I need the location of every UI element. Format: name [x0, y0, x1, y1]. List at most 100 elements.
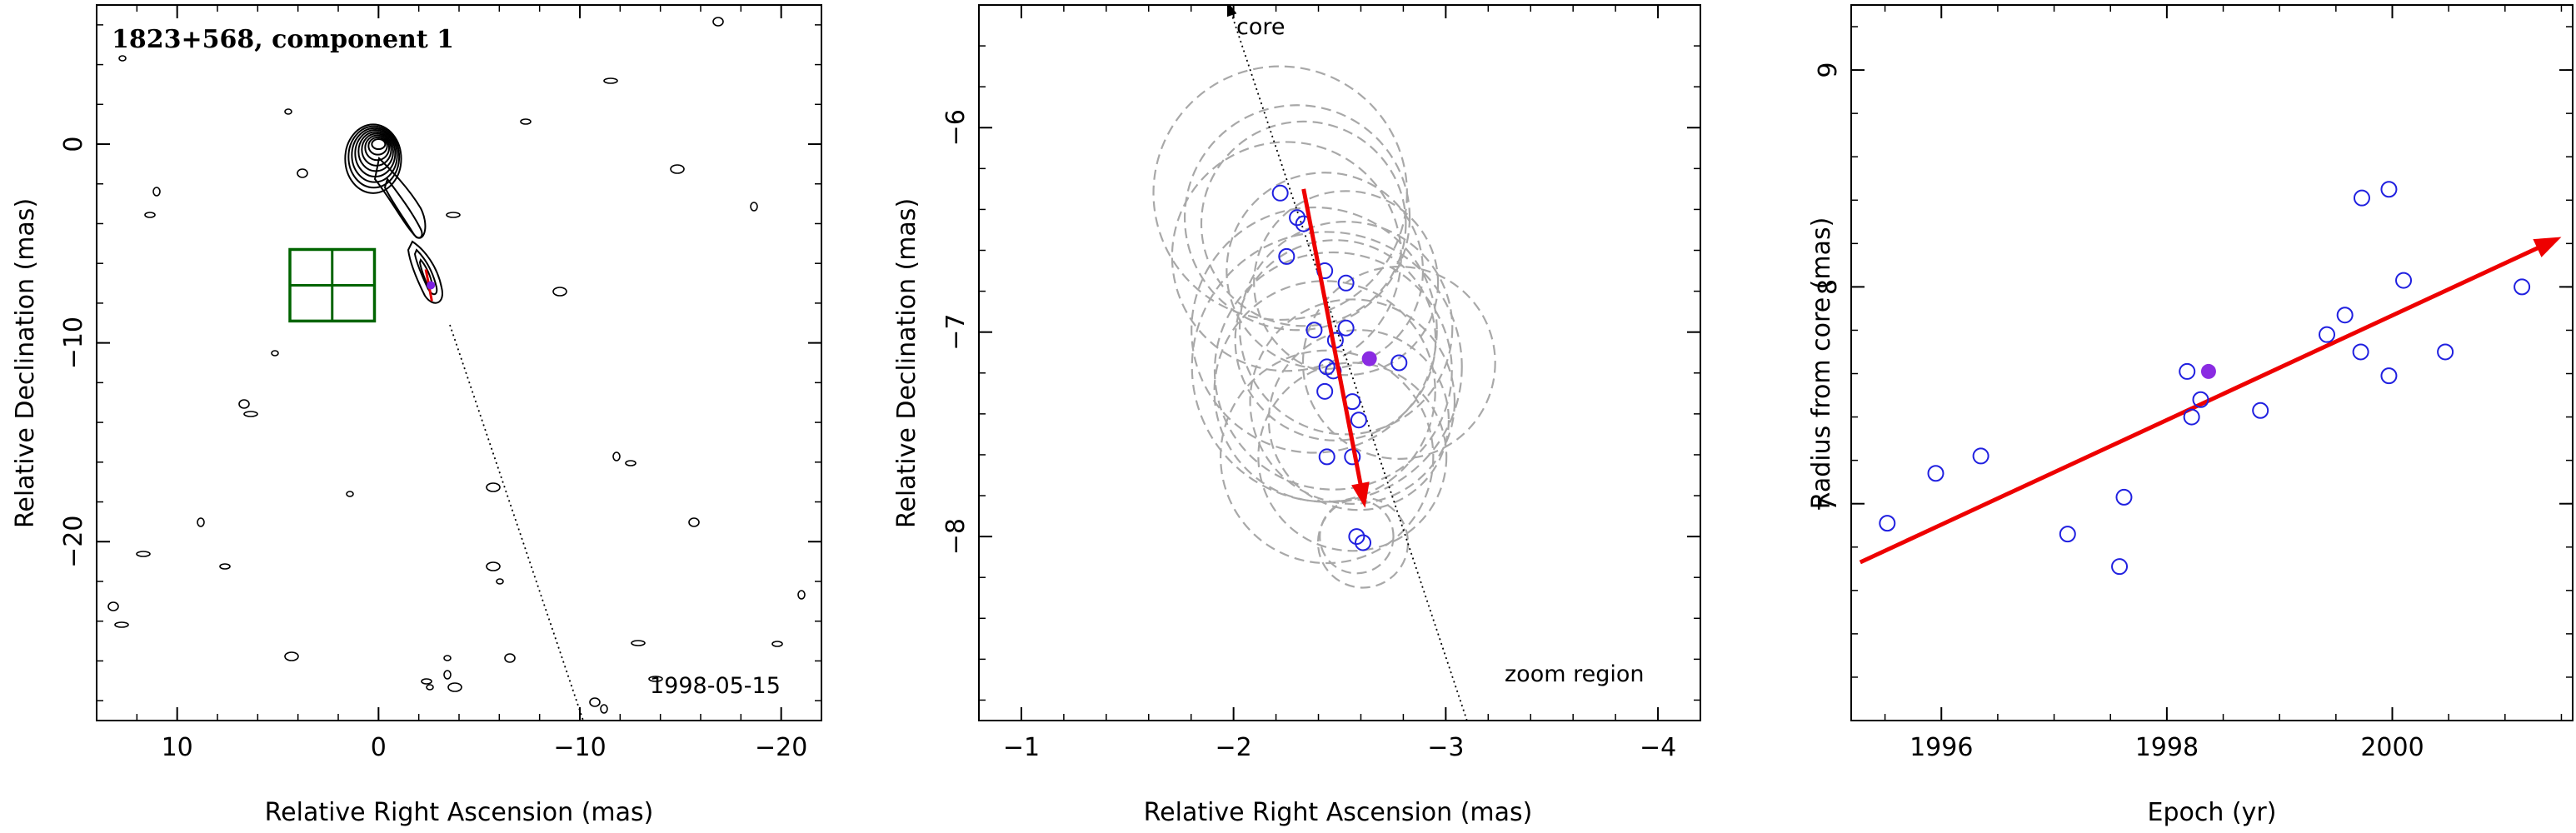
error-circle: [1152, 65, 1408, 322]
radius-point: [2336, 307, 2354, 324]
position-point: [1355, 534, 1372, 551]
map-y-tick-label: 0: [59, 136, 88, 152]
panel-zoom: −1 −2 −3 −4 −6 −7 −8 core zoom region Relative…: [892, 4, 1701, 827]
position-point: [1318, 448, 1335, 466]
position-point: [1278, 247, 1295, 265]
radius-point: [2059, 526, 2076, 543]
radius-point: [2252, 402, 2269, 419]
noise-contour: [631, 640, 646, 646]
mean-position-point: [1361, 351, 1377, 367]
noise-contour: [271, 350, 279, 357]
map-y-tick-label: −10: [59, 317, 88, 369]
noise-contour: [504, 653, 516, 663]
map-title: 1823+568, component 1: [112, 25, 454, 54]
core-contour: [347, 125, 401, 189]
radius-point: [2380, 181, 2398, 198]
map-x-tick-label: 10: [162, 733, 193, 762]
zoom-y-tick-label: −8: [941, 518, 971, 555]
error-circle: [1191, 231, 1463, 503]
radius-point: [2380, 367, 2398, 385]
map-date-label: 1998-05-15: [650, 673, 781, 699]
jet-contour: [407, 240, 443, 304]
mean-radius-point: [2200, 363, 2216, 379]
noise-contour: [443, 655, 452, 661]
position-point: [1390, 354, 1408, 372]
noise-contour: [603, 77, 618, 84]
panel-radius: 1996 1998 2000 7 8 9 Epoch (yr) Radius from c…: [1807, 4, 2574, 827]
radius-point: [2353, 189, 2370, 207]
panel-zoom-frame: [978, 4, 1701, 721]
error-circle: [1267, 329, 1450, 511]
noise-contour: [688, 517, 700, 527]
error-circle: [1253, 190, 1440, 377]
map-x-tick-label: 0: [371, 733, 387, 762]
error-circle: [1213, 280, 1436, 503]
radius-point: [2111, 558, 2129, 576]
noise-contour: [346, 491, 354, 497]
jet-direction-line: [449, 324, 584, 721]
radius-x-tick-label: 2000: [2360, 733, 2424, 762]
radius-x-tick-label: 1996: [1910, 733, 1973, 762]
radius-point: [1972, 447, 1989, 465]
zoom-y-axis-label: Relative Declination (mas): [892, 198, 921, 528]
core-direction-arrowhead: [1227, 5, 1237, 17]
error-circle: [1213, 251, 1453, 491]
noise-contour: [447, 682, 462, 692]
jet-contour: [413, 248, 438, 296]
noise-contour: [114, 621, 129, 628]
error-circle: [1234, 239, 1437, 441]
core-direction-line: [1227, 5, 1468, 721]
position-point: [1271, 184, 1289, 202]
position-point: [1305, 322, 1323, 339]
noise-contour: [712, 17, 724, 27]
jet-contour: [373, 156, 427, 239]
core-contour: [371, 138, 387, 151]
position-point: [1337, 319, 1355, 337]
core-contour: [367, 136, 388, 156]
map-y-axis-label: Relative Declination (mas): [11, 198, 40, 528]
noise-contour: [426, 684, 434, 691]
noise-contour: [771, 641, 783, 647]
noise-contour: [750, 202, 758, 212]
error-circle: [1200, 120, 1407, 327]
radius-y-tick-label: 7: [1814, 496, 1843, 511]
noise-contour: [197, 517, 205, 527]
zoom-y-tick-label: −7: [941, 314, 971, 351]
error-circle: [1319, 498, 1395, 575]
core-annotation: core: [1236, 14, 1285, 40]
error-circle: [1249, 298, 1456, 505]
radius-point: [2352, 343, 2369, 361]
error-circle: [1183, 104, 1411, 332]
noise-contour: [284, 651, 299, 661]
noise-contour: [648, 676, 663, 682]
noise-contour: [284, 108, 292, 115]
trend-vector: [1859, 245, 2542, 565]
position-point: [1289, 209, 1306, 227]
position-point: [1316, 382, 1334, 400]
panel-map: 10 0 −10 −20 0 −10 −20 1823+568, component 1 1…: [11, 4, 822, 827]
noise-contour: [152, 187, 161, 197]
position-point: [1348, 528, 1365, 546]
core-contour: [344, 123, 402, 194]
radius-point: [2395, 272, 2413, 289]
radius-x-tick-label: 1998: [2135, 733, 2199, 762]
noise-contour: [421, 678, 432, 685]
jet-contour: [383, 177, 423, 239]
noise-contour: [670, 164, 685, 174]
error-circle: [1219, 349, 1435, 565]
noise-contour: [118, 55, 127, 62]
zoom-region-annotation: zoom region: [1505, 661, 1644, 687]
noise-contour: [612, 451, 621, 461]
noise-contour: [243, 411, 258, 417]
error-circle: [1316, 496, 1410, 589]
noise-contour: [443, 670, 452, 680]
noise-contour: [797, 590, 806, 600]
noise-contour: [136, 551, 151, 557]
error-circle: [1226, 172, 1425, 370]
radius-point: [2115, 488, 2133, 506]
noise-contour: [625, 460, 637, 466]
noise-contour: [496, 578, 504, 585]
noise-contour: [297, 168, 308, 178]
radius-x-axis-label: Epoch (yr): [2148, 798, 2277, 827]
